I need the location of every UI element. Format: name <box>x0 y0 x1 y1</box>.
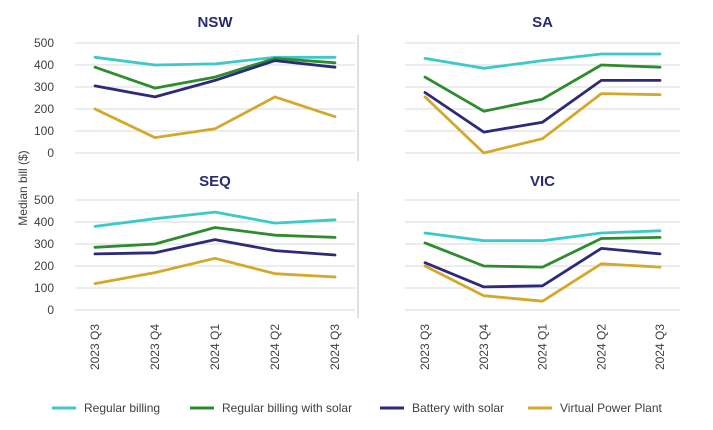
panel-vic: VIC <box>405 173 680 311</box>
series-line-virtual-power-plant <box>93 95 337 140</box>
y-tick-label: 300 <box>34 237 54 251</box>
series-line-regular-billing <box>93 210 337 228</box>
legend-item-regular-billing: Regular billing <box>52 401 160 415</box>
y-tick-label: 200 <box>34 102 54 116</box>
y-tick-label: 300 <box>34 80 54 94</box>
panel-sa: SA <box>405 14 680 155</box>
y-tick-label: 400 <box>34 58 54 72</box>
y-axis-label: Median bill ($) <box>16 150 30 225</box>
series-line-battery-with-solar <box>93 238 337 257</box>
x-tick-label: 2023 Q4 <box>148 324 162 370</box>
legend: Regular billing Regular billing with sola… <box>52 401 662 415</box>
panel-nsw: 0 100 200 300 400 500 NSW <box>34 14 359 161</box>
series-line-regular-billing-with-solar <box>93 226 337 249</box>
x-tick-label: 2024 Q2 <box>268 324 282 370</box>
y-tick-label: 0 <box>47 146 54 160</box>
y-tick-label: 500 <box>34 36 54 50</box>
legend-label: Battery with solar <box>412 401 504 415</box>
series-line-regular-billing-with-solar <box>93 57 337 90</box>
legend-label: Regular billing with solar <box>222 401 352 415</box>
legend-item-virtual-power-plant: Virtual Power Plant <box>528 401 662 415</box>
y-tick-label: 200 <box>34 259 54 273</box>
series-line-regular-billing <box>423 52 662 70</box>
y-tick-label: 400 <box>34 215 54 229</box>
series-line-battery-with-solar <box>423 246 662 289</box>
series-line-regular-billing <box>423 229 662 243</box>
legend-label: Regular billing <box>84 401 160 415</box>
chart-panels: 0 100 200 300 400 500 NSW SA 0 100 200 300 400 500 SEQ… <box>34 14 680 318</box>
panel-title: NSW <box>198 14 234 31</box>
series-line-battery-with-solar <box>93 59 337 99</box>
x-axis-labels: 2023 Q3 2023 Q4 2024 Q1 2024 Q2 2024 Q3 2023 … <box>88 324 667 370</box>
legend-label: Virtual Power Plant <box>560 401 662 415</box>
panel-seq: 0 100 200 300 400 500 SEQ <box>34 173 359 318</box>
x-tick-label: 2023 Q3 <box>418 324 432 370</box>
y-tick-label: 100 <box>34 281 54 295</box>
panel-title: SEQ <box>199 173 231 190</box>
series-line-regular-billing <box>93 55 337 67</box>
legend-item-battery-with-solar: Battery with solar <box>380 401 504 415</box>
x-tick-label: 2024 Q3 <box>653 324 667 370</box>
y-tick-label: 0 <box>47 303 54 317</box>
legend-item-regular-billing-with-solar: Regular billing with solar <box>190 401 352 415</box>
x-tick-label: 2023 Q4 <box>477 324 491 370</box>
x-tick-label: 2023 Q3 <box>88 324 102 370</box>
series-line-virtual-power-plant <box>423 262 662 303</box>
series-line-virtual-power-plant <box>93 256 337 286</box>
series-line-battery-with-solar <box>423 79 662 134</box>
y-tick-label: 500 <box>34 193 54 207</box>
panel-title: VIC <box>530 173 555 190</box>
y-tick-label: 100 <box>34 124 54 138</box>
x-tick-label: 2024 Q1 <box>208 324 222 370</box>
series-line-regular-billing-with-solar <box>423 63 662 113</box>
series-line-regular-billing-with-solar <box>423 235 662 269</box>
series-line-virtual-power-plant <box>423 92 662 155</box>
panel-title: SA <box>532 14 553 31</box>
x-tick-label: 2024 Q2 <box>594 324 608 370</box>
x-tick-label: 2024 Q1 <box>536 324 550 370</box>
x-tick-label: 2024 Q3 <box>328 324 342 370</box>
